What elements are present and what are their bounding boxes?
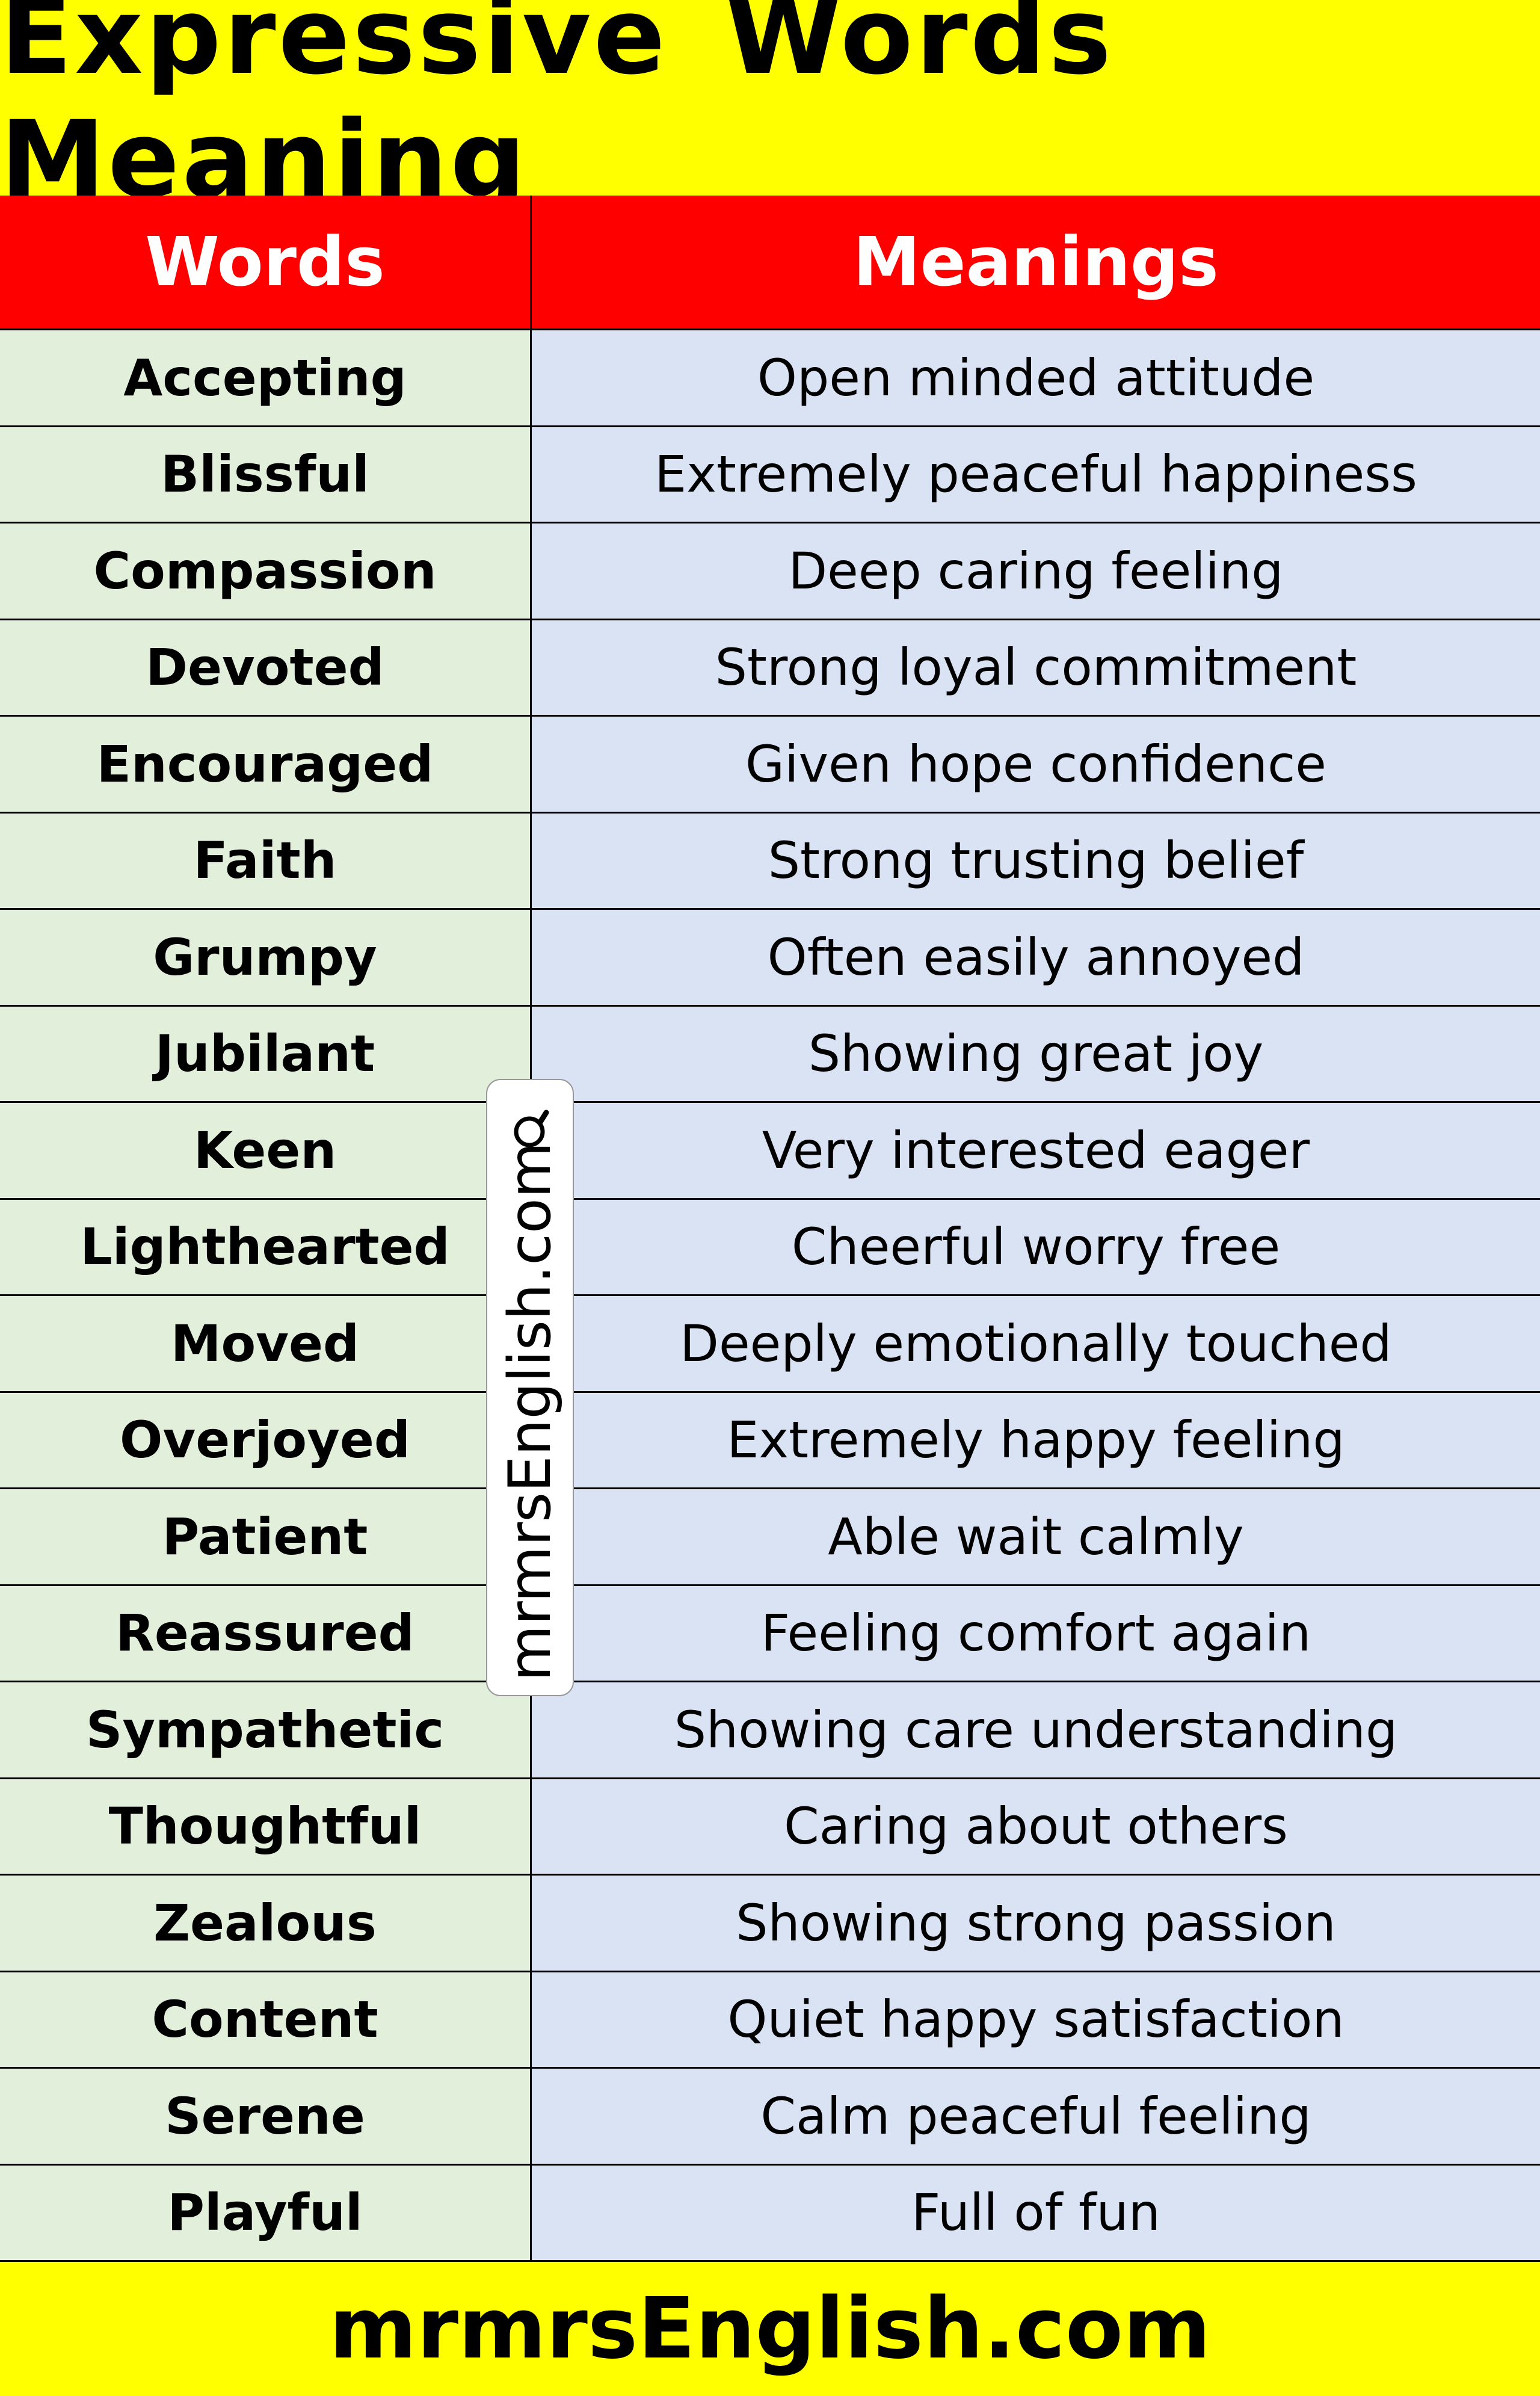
word-cell: Thoughtful — [0, 1779, 532, 1874]
meaning-cell: Strong trusting belief — [532, 813, 1540, 908]
meaning-cell: Deeply emotionally touched — [532, 1296, 1540, 1391]
meaning-cell: Given hope confidence — [532, 717, 1540, 812]
table-row: Keen Very interested eager — [0, 1103, 1540, 1200]
word-cell: Grumpy — [0, 910, 532, 1005]
word-cell: Patient — [0, 1489, 532, 1584]
word-cell: Blissful — [0, 427, 532, 522]
table-row: Content Quiet happy satisfaction — [0, 1972, 1540, 2069]
table-header: Words Meanings — [0, 196, 1540, 330]
table-row: Playful Full of fun — [0, 2165, 1540, 2262]
meaning-cell: Full of fun — [532, 2165, 1540, 2260]
table-row: Devoted Strong loyal commitment — [0, 620, 1540, 717]
word-cell: Content — [0, 1972, 532, 2067]
word-cell: Moved — [0, 1296, 532, 1391]
meaning-cell: Open minded attitude — [532, 330, 1540, 425]
word-cell: Jubilant — [0, 1006, 532, 1101]
table-row: Zealous Showing strong passion — [0, 1876, 1540, 1972]
table-row: Faith Strong trusting belief — [0, 813, 1540, 910]
table-row: Lighthearted Cheerful worry free — [0, 1199, 1540, 1296]
word-cell: Overjoyed — [0, 1392, 532, 1487]
word-cell: Serene — [0, 2069, 532, 2164]
table-row: Patient Able wait calmly — [0, 1489, 1540, 1586]
watermark: mrmrsEnglish.com — [486, 1079, 574, 1696]
word-cell: Keen — [0, 1103, 532, 1198]
meaning-cell: Showing strong passion — [532, 1876, 1540, 1971]
word-cell: Compassion — [0, 523, 532, 619]
words-table: Words Meanings Accepting Open minded atti… — [0, 196, 1540, 2262]
table-row: Sympathetic Showing care understanding — [0, 1682, 1540, 1779]
word-cell: Zealous — [0, 1876, 532, 1971]
word-cell: Encouraged — [0, 717, 532, 812]
word-cell: Playful — [0, 2165, 532, 2260]
header-meanings: Meanings — [853, 223, 1219, 301]
table-row: Accepting Open minded attitude — [0, 330, 1540, 427]
table-row: Jubilant Showing great joy — [0, 1006, 1540, 1103]
meaning-cell: Extremely happy feeling — [532, 1392, 1540, 1487]
word-cell: Devoted — [0, 620, 532, 715]
word-cell: Lighthearted — [0, 1199, 532, 1294]
table-row: Reassured Feeling comfort again — [0, 1585, 1540, 1682]
table-row: Overjoyed Extremely happy feeling — [0, 1392, 1540, 1489]
watermark-text: mrmrsEnglish.com — [496, 1141, 564, 1682]
page-title: Expressive Words Meaning — [0, 0, 1540, 221]
word-cell: Accepting — [0, 330, 532, 425]
table-row: Compassion Deep caring feeling — [0, 523, 1540, 620]
meaning-cell: Cheerful worry free — [532, 1199, 1540, 1294]
meaning-cell: Caring about others — [532, 1779, 1540, 1874]
footer-site: mrmrsEnglish.com — [0, 2262, 1540, 2396]
meaning-cell: Deep caring feeling — [532, 523, 1540, 619]
meaning-cell: Very interested eager — [532, 1103, 1540, 1198]
meaning-cell: Quiet happy satisfaction — [532, 1972, 1540, 2067]
meaning-cell: Showing care understanding — [532, 1682, 1540, 1777]
table-row: Thoughtful Caring about others — [0, 1779, 1540, 1876]
table-row: Grumpy Often easily annoyed — [0, 910, 1540, 1007]
header-words: Words — [0, 196, 532, 329]
meaning-cell: Feeling comfort again — [532, 1585, 1540, 1681]
meaning-cell: Often easily annoyed — [532, 910, 1540, 1005]
table-row: Serene Calm peaceful feeling — [0, 2069, 1540, 2166]
magnifier-icon — [514, 1110, 549, 1147]
word-cell: Faith — [0, 813, 532, 908]
meaning-cell: Calm peaceful feeling — [532, 2069, 1540, 2164]
meaning-cell: Extremely peaceful happiness — [532, 427, 1540, 522]
meaning-cell: Strong loyal commitment — [532, 620, 1540, 715]
word-cell: Sympathetic — [0, 1682, 532, 1777]
table-row: Moved Deeply emotionally touched — [0, 1296, 1540, 1393]
word-cell: Reassured — [0, 1585, 532, 1681]
table-row: Encouraged Given hope confidence — [0, 717, 1540, 814]
table-row: Blissful Extremely peaceful happiness — [0, 427, 1540, 523]
meaning-cell: Showing great joy — [532, 1006, 1540, 1101]
meaning-cell: Able wait calmly — [532, 1489, 1540, 1584]
